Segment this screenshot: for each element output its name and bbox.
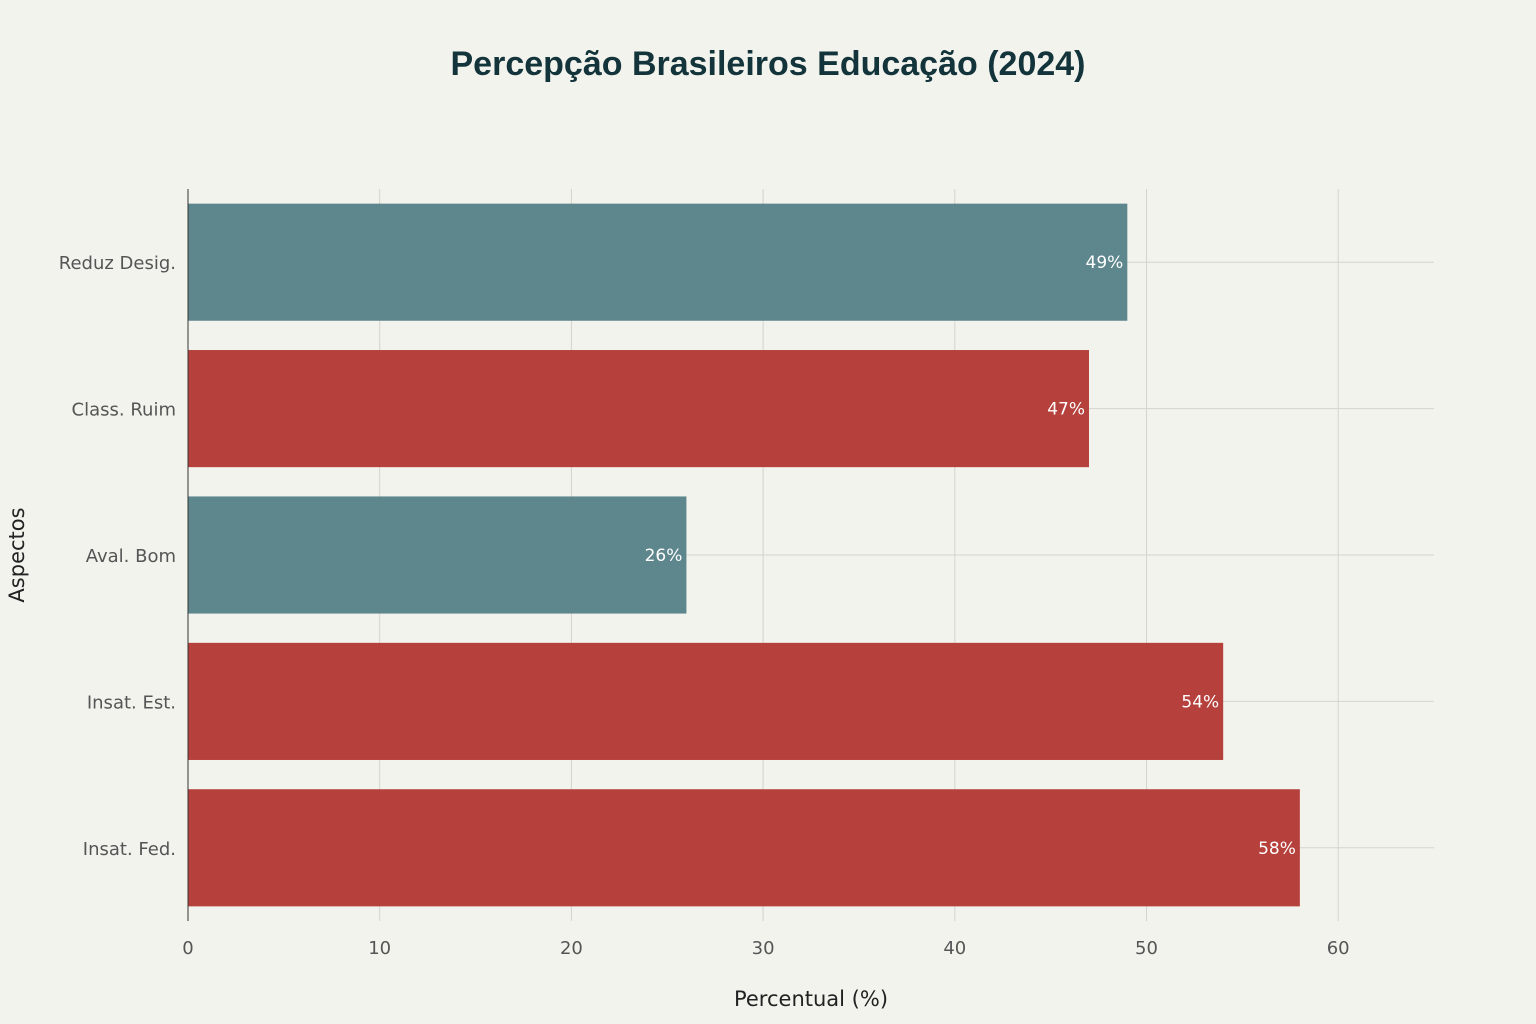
x-tick-label: 30	[752, 938, 775, 959]
x-tick-label: 20	[560, 938, 583, 959]
bar	[188, 496, 687, 614]
bar	[188, 350, 1089, 468]
x-tick-label: 10	[368, 938, 391, 959]
chart-title: Percepção Brasileiros Educação (2024)	[451, 45, 1086, 83]
bar	[188, 642, 1224, 760]
y-axis-title: Aspectos	[5, 507, 29, 602]
category-label: Insat. Est.	[87, 692, 176, 713]
bar-value-label: 47%	[1047, 400, 1085, 420]
value-labels: 49% 47% 26% 54% 58%	[645, 253, 1296, 859]
bar-value-label: 49%	[1086, 253, 1124, 273]
bar-value-label: 54%	[1181, 692, 1219, 712]
bars	[188, 203, 1300, 907]
bar	[188, 789, 1300, 907]
category-label: Class. Ruim	[72, 400, 176, 421]
x-tick-label: 60	[1327, 938, 1350, 959]
x-tick-label: 50	[1135, 938, 1158, 959]
x-tick-label: 40	[943, 938, 966, 959]
category-labels: Reduz Desig. Class. Ruim Aval. Bom Insat. E…	[59, 253, 176, 860]
x-tick-labels: 0 10 20 30 40 50 60	[182, 938, 1349, 959]
category-label: Reduz Desig.	[59, 253, 176, 274]
bar	[188, 203, 1128, 321]
category-label: Insat. Fed.	[83, 839, 176, 860]
x-axis-title: Percentual (%)	[734, 987, 888, 1011]
bar-value-label: 58%	[1258, 839, 1296, 859]
x-tick-label: 0	[182, 938, 193, 959]
bar-value-label: 26%	[645, 546, 683, 566]
category-label: Aval. Bom	[86, 546, 176, 567]
